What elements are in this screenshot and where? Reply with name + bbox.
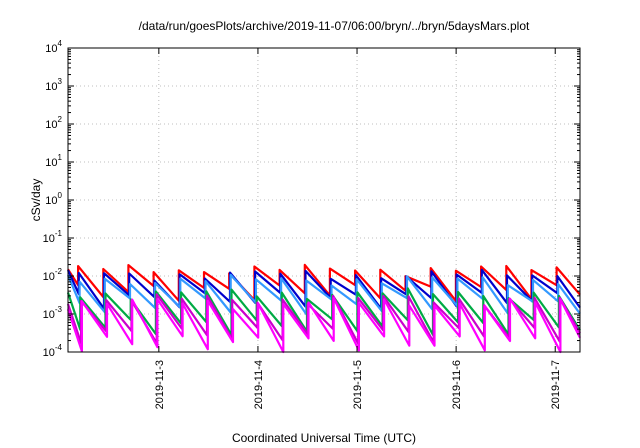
y-axis: 104 103 102 101 100 10-1 10-2 10-3 10-4 [43, 39, 580, 359]
series-line [66, 287, 581, 337]
x-tick-label: 2019-11-3 [154, 360, 166, 409]
x-axis: 2019-11-3 2019-11-4 2019-11-5 2019-11-6 2019… [154, 48, 562, 409]
series-group [66, 263, 581, 354]
chart-title: /data/run/goesPlots/archive/2019-11-07/0… [139, 19, 530, 33]
y-tick-label: 10-4 [43, 343, 63, 359]
y-tick-label: 103 [45, 77, 62, 93]
x-tick-label: 2019-11-6 [451, 360, 463, 409]
y-tick-label: 101 [45, 153, 62, 169]
series-line [66, 297, 581, 354]
y-tick-label: 104 [45, 39, 62, 55]
x-tick-label: 2019-11-4 [253, 360, 265, 409]
series-line [67, 263, 581, 303]
series-line [66, 273, 581, 316]
x-axis-label: Coordinated Universal Time (UTC) [232, 431, 416, 445]
x-tick-label: 2019-11-7 [550, 360, 562, 409]
x-tick-label: 2019-11-5 [352, 360, 364, 409]
y-tick-label: 102 [45, 115, 62, 131]
y-tick-label: 10-2 [43, 267, 63, 283]
series-line [66, 268, 581, 310]
y-axis-label: cSv/day [29, 179, 43, 222]
y-tick-label: 10-3 [43, 305, 63, 321]
y-tick-label: 10-1 [43, 229, 63, 245]
y-tick-label: 100 [45, 191, 62, 207]
